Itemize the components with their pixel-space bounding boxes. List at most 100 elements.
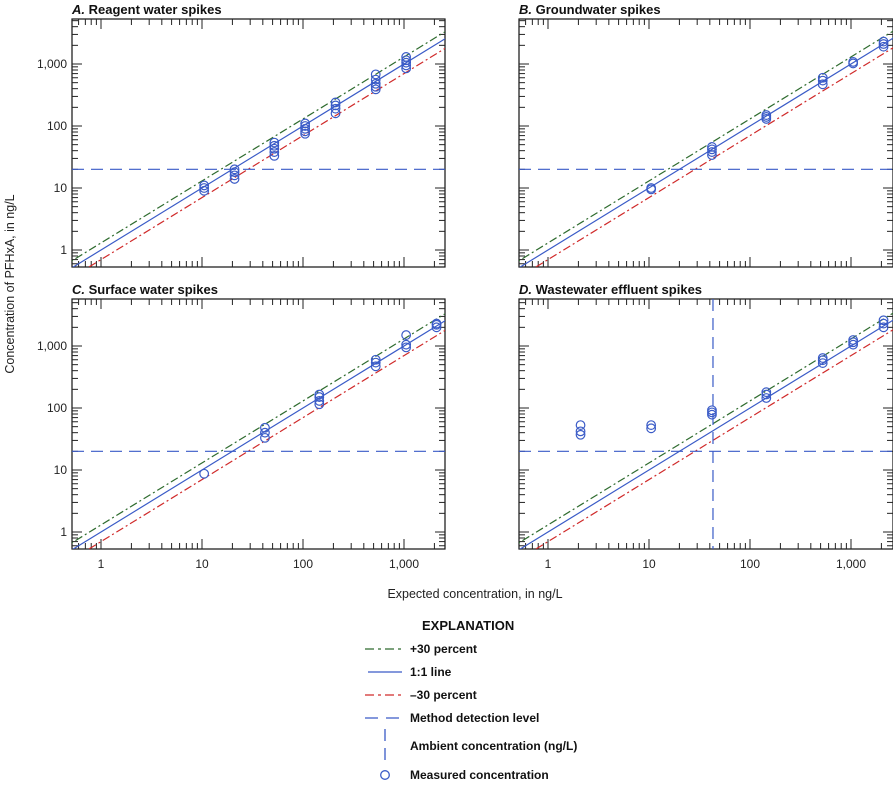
measured-point (269, 140, 280, 151)
measured-point (370, 354, 381, 365)
measured-point (370, 84, 381, 95)
measured-point (314, 399, 325, 410)
legend-symbol-icon (360, 646, 410, 652)
measured-point (370, 69, 381, 80)
x-tick-label: 10 (642, 557, 656, 571)
legend-item: –30 percent (360, 683, 577, 706)
one-to-one-line (519, 37, 893, 267)
legend-label: +30 percent (410, 641, 478, 656)
panel-title: D. Wastewater effluent spikes (519, 282, 702, 297)
measured-point (314, 396, 325, 406)
measured-point (370, 74, 381, 85)
measured-point (431, 322, 442, 333)
measured-point (707, 144, 717, 155)
measured-point (199, 468, 210, 479)
measured-point (199, 180, 210, 191)
measured-point (878, 41, 889, 52)
panel-title: A. Reagent water spikes (71, 2, 222, 17)
minus-30-percent-line (87, 329, 445, 549)
measured-point (878, 318, 889, 329)
legend-item: Measured concentration (360, 763, 577, 786)
x-tick-label: 100 (740, 557, 760, 571)
panel-c: C. Surface water spikes 1 10 100 1,000 1 10 100… (37, 282, 446, 571)
measured-point (817, 79, 828, 90)
measured-point (401, 52, 412, 62)
x-tick-label: 1 (98, 557, 105, 571)
legend-label: Measured concentration (410, 767, 549, 782)
one-to-one-line (72, 320, 445, 549)
legend-symbol-icon (360, 692, 410, 698)
measured-point (848, 335, 859, 345)
plot-frame (518, 18, 893, 268)
legend-item: Method detection level (360, 706, 577, 729)
panel-d: D. Wastewater effluent spikes 1 10 100 1,000 (518, 282, 893, 571)
plot-frame (518, 298, 893, 550)
y-tick-label: 100 (47, 119, 67, 133)
measured-point (761, 393, 772, 403)
legend-label: –30 percent (410, 687, 477, 702)
measured-point (401, 57, 412, 68)
y-tick-label: 1,000 (37, 339, 67, 353)
measured-point (370, 81, 381, 92)
measured-point (761, 110, 772, 120)
axis-ticks (519, 19, 893, 267)
measured-point (575, 420, 586, 430)
measured-point (314, 392, 325, 402)
measured-point (199, 183, 210, 193)
x-tick-label: 100 (293, 557, 313, 571)
measured-point (646, 420, 657, 430)
measured-point (330, 108, 341, 119)
panel-b: B. Groundwater spikes (518, 2, 893, 268)
measured-point (330, 97, 341, 108)
measured-point (269, 147, 280, 157)
legend-symbol-icon (360, 729, 410, 763)
measured-point (817, 75, 828, 86)
legend-symbol-icon (360, 715, 410, 721)
x-tick-label: 1,000 (836, 557, 866, 571)
measured-point (300, 118, 311, 129)
measured-point (878, 315, 889, 326)
panel-a: A. Reagent water spikes 1 10 100 1,000 (37, 2, 446, 268)
x-tick-label: 10 (195, 557, 209, 571)
plus-30-percent-line (519, 30, 893, 262)
measured-point (707, 142, 717, 152)
measured-point (575, 429, 586, 440)
measured-point (229, 170, 240, 181)
measured-point (260, 427, 270, 438)
legend-label: Method detection level (410, 710, 540, 725)
measured-point (370, 361, 381, 372)
measured-point (707, 405, 717, 416)
measured-point (878, 322, 889, 333)
measured-point (817, 358, 828, 368)
minus-30-percent-line (534, 329, 893, 549)
measured-point (401, 339, 412, 350)
legend: EXPLANATION +30 percent 1:1 line –30 perce… (360, 618, 577, 786)
measured-point (370, 357, 381, 368)
measured-point (269, 150, 280, 161)
measured-point (848, 339, 859, 350)
y-tick-label: 10 (54, 181, 68, 195)
measured-point (300, 128, 311, 139)
y-tick-label: 1 (60, 525, 67, 539)
legend-title: EXPLANATION (422, 618, 515, 633)
measured-point (260, 432, 270, 443)
plot-frame (71, 18, 446, 268)
axis-ticks (519, 299, 893, 549)
measured-point (314, 389, 325, 400)
y-tick-label: 1,000 (37, 57, 67, 71)
one-to-one-line (519, 319, 893, 549)
x-tick-label: 1 (545, 557, 552, 571)
plus-30-percent-line (519, 312, 893, 544)
measured-point (401, 330, 412, 340)
legend-label: Ambient concentration (ng/L) (410, 739, 578, 753)
measured-point (817, 72, 828, 83)
minus-30-percent-line (87, 47, 445, 267)
measured-point (199, 185, 210, 196)
measured-point (300, 126, 311, 137)
measured-point (878, 36, 889, 47)
measured-point (848, 57, 859, 67)
measured-point (817, 353, 828, 363)
axis-ticks (72, 19, 445, 267)
y-tick-label: 10 (54, 463, 68, 477)
